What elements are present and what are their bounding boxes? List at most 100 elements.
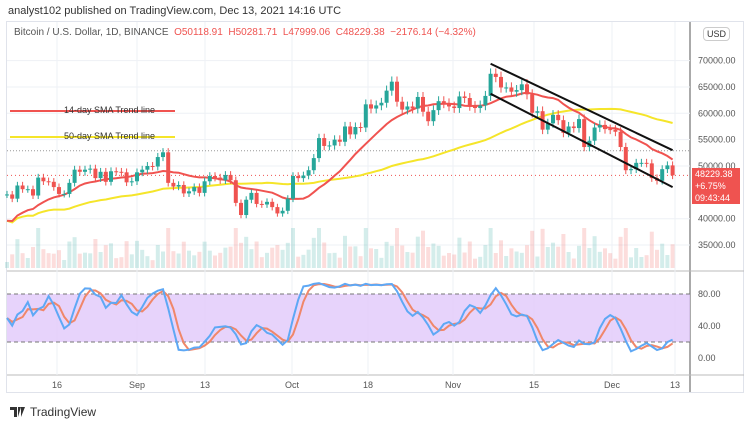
candle-body [384, 90, 389, 103]
price-tick: 35000.00 [698, 240, 736, 250]
price-tick: 50000.00 [698, 161, 736, 171]
volume-bar [415, 236, 420, 268]
volume-bar [603, 248, 607, 268]
candle-body [421, 96, 425, 112]
candle-body [556, 114, 561, 121]
volume-bar [613, 258, 618, 268]
volume-bar [556, 246, 561, 268]
volume-bar [265, 252, 269, 268]
candle-body [114, 171, 119, 173]
candle-body [447, 103, 451, 107]
candle-body [441, 101, 446, 104]
candle-body [10, 194, 15, 199]
volume-bar [561, 234, 566, 268]
last-price-label: 48229.38 +6.75% 09:43:44 [692, 168, 740, 204]
candle-body [639, 162, 644, 164]
volume-bar [129, 254, 134, 268]
candle-body [25, 189, 30, 191]
candle-body [353, 127, 358, 135]
volume-bar [374, 249, 379, 268]
candle-body [93, 168, 98, 179]
candle-body [187, 191, 191, 194]
open-value: O50118.91 [174, 27, 223, 38]
candle-body [363, 104, 368, 128]
channel-trend-line [490, 62, 674, 152]
change-value: −2176.14 (−4.32%) [390, 27, 476, 38]
candle-body [457, 96, 462, 109]
candle-body [478, 105, 483, 109]
candle-body [275, 207, 280, 214]
volume-bar [187, 250, 191, 268]
volume-bar [488, 228, 493, 268]
volume-bar [25, 258, 30, 268]
candle-body [577, 119, 581, 129]
volume-bar [150, 260, 155, 268]
volume-bar [93, 239, 98, 268]
volume-bar [545, 247, 550, 268]
volume-bar [46, 253, 51, 268]
price-tick: 55000.00 [698, 135, 736, 145]
candle-body [337, 139, 342, 142]
time-tick: Nov [445, 380, 462, 390]
volume-bar [41, 249, 46, 268]
volume-bar [259, 257, 264, 268]
volume-bar [348, 246, 353, 268]
volume-bar [462, 252, 467, 268]
candle-body [629, 169, 633, 171]
candle-body [291, 176, 295, 199]
candle-body [5, 194, 9, 196]
stoch-tick: 0.00 [698, 353, 716, 363]
volume-bar [400, 245, 405, 268]
volume-bar [582, 228, 587, 268]
candle-body [166, 152, 171, 183]
chart-frame [6, 21, 744, 393]
candle-body [192, 187, 197, 192]
candle-body [62, 193, 67, 195]
candle-body [36, 177, 41, 196]
price-tick: 65000.00 [698, 82, 736, 92]
volume-bar [670, 244, 675, 268]
candle-body [395, 81, 399, 102]
volume-bar [239, 242, 243, 268]
volume-bar [431, 243, 436, 268]
tradingview-logo[interactable]: TradingView [10, 405, 96, 419]
candle-body [233, 180, 238, 203]
volume-bar [124, 241, 129, 268]
candle-body [400, 101, 405, 110]
volume-bar [525, 245, 529, 268]
volume-bar [109, 243, 113, 268]
volume-bar [509, 248, 514, 268]
stoch-k-line [6, 282, 674, 353]
volume-bar [88, 253, 93, 268]
candle-body [135, 172, 139, 182]
volume-bar [228, 246, 233, 268]
candle-body [83, 169, 87, 172]
volume-bar [15, 239, 20, 268]
candle-body [109, 171, 113, 182]
volume-bar [10, 254, 15, 268]
candle-body [218, 177, 223, 181]
candle-body [213, 176, 217, 178]
candle-body [176, 184, 181, 187]
candle-body [197, 187, 202, 193]
volume-bar [207, 250, 212, 268]
volume-bar [202, 241, 207, 268]
candle-body [525, 84, 529, 95]
volume-bar [353, 246, 358, 268]
candle-body [462, 96, 467, 99]
candle-body [223, 174, 228, 181]
bar-countdown: 09:43:44 [695, 193, 731, 203]
candle-body [311, 158, 316, 171]
candle-body [72, 169, 77, 183]
candle-body [436, 101, 441, 111]
sma14-annotation: 14-day SMA Trend line [64, 105, 156, 115]
candle-body [452, 106, 457, 109]
candle-body [161, 152, 165, 158]
candle-body [239, 202, 243, 216]
candle-body [259, 203, 264, 205]
volume-bar [275, 245, 280, 268]
volume-bar [5, 262, 9, 268]
candle-body [265, 201, 269, 205]
currency-button[interactable]: USD [703, 27, 731, 41]
